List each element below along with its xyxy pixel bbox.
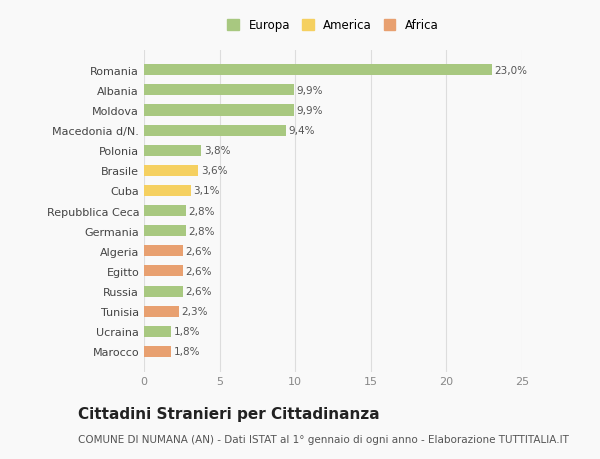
Text: 2,8%: 2,8%: [188, 206, 215, 216]
Text: 2,6%: 2,6%: [185, 246, 212, 256]
Bar: [144, 226, 187, 237]
Text: 9,9%: 9,9%: [296, 106, 322, 116]
Bar: [144, 306, 179, 317]
Text: 23,0%: 23,0%: [494, 66, 527, 76]
Text: 2,6%: 2,6%: [185, 266, 212, 276]
Bar: [144, 105, 293, 116]
Text: 2,6%: 2,6%: [185, 286, 212, 297]
Text: 9,9%: 9,9%: [296, 86, 322, 95]
Bar: [144, 286, 184, 297]
Bar: [144, 146, 202, 157]
Bar: [144, 125, 286, 136]
Text: 3,1%: 3,1%: [193, 186, 220, 196]
Text: 9,4%: 9,4%: [289, 126, 315, 136]
Bar: [144, 346, 171, 357]
Bar: [144, 85, 293, 96]
Bar: [144, 165, 199, 177]
Bar: [144, 326, 171, 337]
Bar: [144, 266, 184, 277]
Bar: [144, 246, 184, 257]
Text: 3,6%: 3,6%: [200, 166, 227, 176]
Text: 2,3%: 2,3%: [181, 307, 208, 317]
Bar: [144, 206, 187, 217]
Text: 2,8%: 2,8%: [188, 226, 215, 236]
Text: 1,8%: 1,8%: [173, 347, 200, 357]
Text: 3,8%: 3,8%: [204, 146, 230, 156]
Text: Cittadini Stranieri per Cittadinanza: Cittadini Stranieri per Cittadinanza: [78, 406, 380, 421]
Bar: [144, 65, 492, 76]
Text: 1,8%: 1,8%: [173, 327, 200, 336]
Legend: Europa, America, Africa: Europa, America, Africa: [223, 15, 443, 37]
Text: COMUNE DI NUMANA (AN) - Dati ISTAT al 1° gennaio di ogni anno - Elaborazione TUT: COMUNE DI NUMANA (AN) - Dati ISTAT al 1°…: [78, 434, 569, 444]
Bar: [144, 185, 191, 196]
